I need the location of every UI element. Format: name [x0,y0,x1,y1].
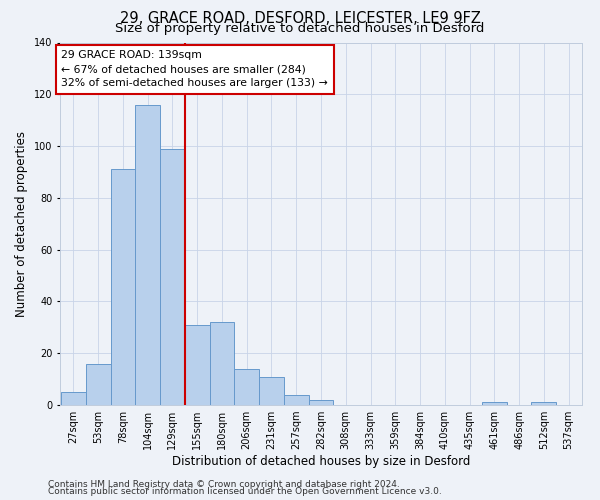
Text: Contains HM Land Registry data © Crown copyright and database right 2024.: Contains HM Land Registry data © Crown c… [48,480,400,489]
Bar [308,400,334,405]
X-axis label: Distribution of detached houses by size in Desford: Distribution of detached houses by size … [172,455,470,468]
Bar [209,322,235,405]
Bar [86,364,110,405]
Text: Contains public sector information licensed under the Open Government Licence v3: Contains public sector information licen… [48,488,442,496]
Bar [61,392,86,405]
Bar [135,104,160,405]
Bar [235,369,259,405]
Bar [110,170,135,405]
Text: Size of property relative to detached houses in Desford: Size of property relative to detached ho… [115,22,485,35]
Bar [160,148,185,405]
Y-axis label: Number of detached properties: Number of detached properties [16,130,28,317]
Text: 29 GRACE ROAD: 139sqm
← 67% of detached houses are smaller (284)
32% of semi-det: 29 GRACE ROAD: 139sqm ← 67% of detached … [61,50,328,88]
Bar [185,324,209,405]
Bar [482,402,507,405]
Bar [284,394,308,405]
Bar [532,402,556,405]
Text: 29, GRACE ROAD, DESFORD, LEICESTER, LE9 9FZ: 29, GRACE ROAD, DESFORD, LEICESTER, LE9 … [119,11,481,26]
Bar [259,376,284,405]
